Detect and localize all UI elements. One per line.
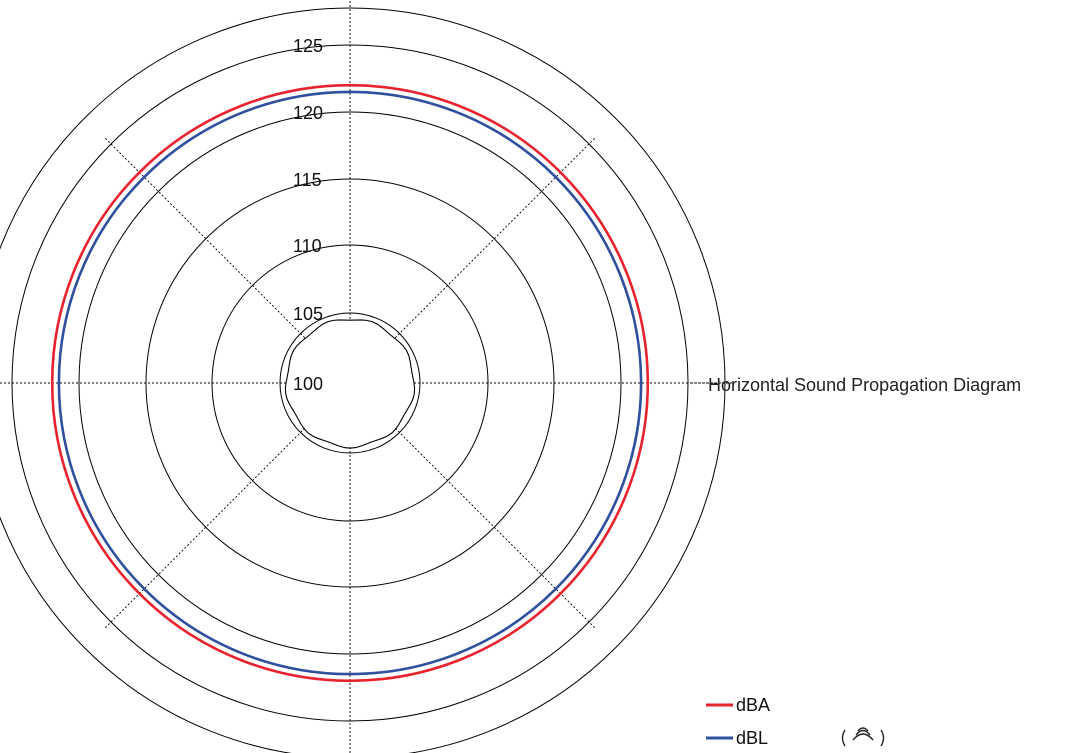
tick-label-105: 105 — [293, 304, 323, 324]
grid-ring-120 — [78, 111, 622, 655]
legend-label-dba: dBA — [736, 695, 770, 715]
polar-grid — [0, 1, 732, 753]
spoke-135 — [103, 427, 306, 630]
tick-label-125: 125 — [293, 36, 323, 56]
tick-label-100: 100 — [293, 374, 323, 394]
series-line-dba — [50, 83, 650, 683]
spoke-225 — [103, 136, 306, 339]
series-line-dbl — [57, 90, 643, 676]
grid-ring-outer — [0, 7, 726, 753]
spoke-45 — [394, 427, 597, 630]
axis-caption: Horizontal Sound Propagation Diagram — [708, 375, 1021, 395]
tick-label-110: 110 — [293, 236, 322, 256]
tick-label-120: 120 — [293, 103, 323, 123]
speaker-logo-icon — [841, 727, 885, 747]
legend: dBA dBL — [706, 695, 770, 748]
radial-tick-labels: 100 105 110 115 120 125 — [293, 36, 323, 394]
series-layer — [50, 83, 650, 683]
spoke-315 — [394, 136, 597, 339]
tick-label-115: 115 — [293, 170, 322, 190]
legend-label-dbl: dBL — [736, 728, 768, 748]
